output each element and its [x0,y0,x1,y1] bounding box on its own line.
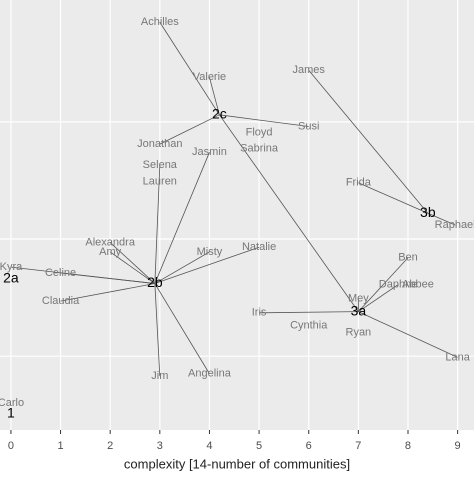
node-label: Valerie [193,71,226,83]
edge [259,311,359,314]
node-label: Ryan [346,327,372,339]
hub-label: 2c [212,106,227,122]
node-label: Abbee [402,279,434,291]
node-label: Lana [445,351,470,363]
node-label: Jasmin [192,146,227,158]
node-label: Alexandra [85,236,135,248]
node-label: Misty [197,246,223,258]
node-label: Amy [99,246,122,258]
edge [109,251,156,284]
edge [219,114,309,127]
edge [219,114,359,312]
edge [154,283,161,377]
node-label: Achilles [141,16,179,28]
edge [358,311,458,358]
node-label: Celine [45,267,76,279]
node-label: Angelina [188,368,232,380]
edge [427,212,456,226]
hub-label: 3b [420,204,436,220]
node-label: Kyra [0,261,23,273]
x-tick-label: 5 [256,440,262,452]
x-tick-label: 0 [8,440,14,452]
edge [154,283,210,374]
edge [10,266,155,284]
x-tick-label: 3 [157,440,163,452]
edge [154,165,161,284]
edge [159,22,220,116]
node-label: Ben [398,252,418,264]
node-label: Daphne [379,279,418,291]
node-label: Claudia [42,295,80,307]
node-label: Mey [348,293,369,305]
node-label: Cynthia [290,320,328,332]
node-label: Selena [143,159,178,171]
node-label: Carlo [0,397,24,409]
node-label: Lauren [143,176,177,188]
edge [358,257,409,312]
hub-label: 2b [147,274,163,290]
node-label: Floyd [246,126,273,138]
edge [109,242,156,284]
edge [159,114,220,145]
edge [154,246,260,284]
hub-label: 2a [3,270,19,286]
node-label: Frida [346,177,372,189]
hub-label: 3a [351,302,367,318]
plot-background [0,0,474,430]
edge [154,152,210,284]
edge [209,77,220,115]
node-label: Jim [151,370,168,382]
edge [308,70,429,214]
x-tick-label: 7 [355,440,361,452]
node-label: Susi [298,120,319,132]
node-label: James [293,64,326,76]
x-tick-label: 9 [455,440,461,452]
edge [60,283,155,302]
edge [358,284,399,312]
node-label: Raphael [435,219,474,231]
x-tick-label: 1 [57,440,63,452]
x-axis-label: complexity [14-number of communities] [124,456,350,471]
edge [358,182,429,214]
node-label: Natalie [242,241,276,253]
node-label: Iris [252,307,267,319]
x-tick-label: 6 [306,440,312,452]
x-tick-label: 4 [206,440,212,452]
edge [154,251,210,284]
x-tick-label: 8 [405,440,411,452]
x-tick-label: 2 [107,440,113,452]
node-label: Jonathan [137,138,182,150]
hub-label: 1 [7,404,15,420]
node-label: Sabrina [240,143,279,155]
